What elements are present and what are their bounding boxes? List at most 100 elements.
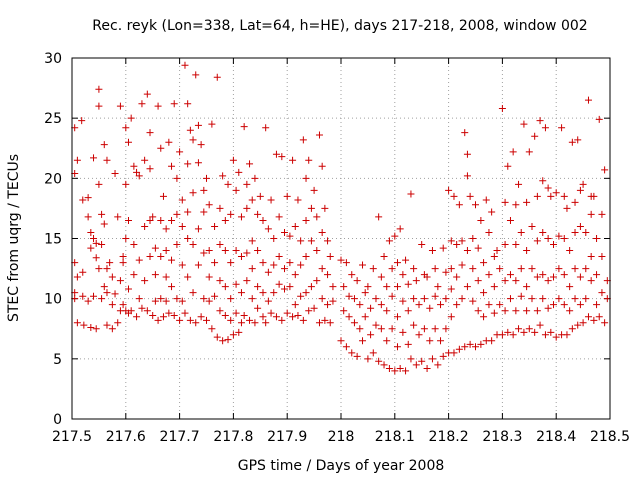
data-point [275, 280, 283, 288]
data-point [270, 289, 278, 297]
data-point [501, 307, 509, 315]
data-point [189, 189, 197, 197]
data-point [579, 319, 587, 327]
data-point [555, 232, 563, 240]
data-point [461, 343, 469, 351]
data-point [181, 61, 189, 69]
data-point [380, 361, 388, 369]
data-point [227, 316, 235, 324]
data-point [350, 319, 358, 327]
data-point [133, 168, 141, 176]
data-point [539, 271, 547, 279]
data-point [237, 213, 245, 221]
data-point [533, 192, 541, 200]
data-point [512, 277, 520, 285]
data-point [154, 102, 162, 110]
data-point [219, 172, 227, 180]
data-point [552, 189, 560, 197]
data-point [348, 349, 356, 357]
data-point [442, 295, 450, 303]
data-point [315, 131, 323, 139]
data-point [439, 244, 447, 252]
data-point [108, 301, 116, 309]
data-point [73, 156, 81, 164]
data-point [463, 172, 471, 180]
data-point [361, 289, 369, 297]
data-point [423, 364, 431, 372]
data-point [221, 247, 229, 255]
data-point [310, 186, 318, 194]
data-point [372, 295, 380, 303]
data-point [380, 253, 388, 261]
data-point [211, 259, 219, 267]
data-point [547, 192, 555, 200]
data-point [445, 186, 453, 194]
data-point [450, 192, 458, 200]
data-point [291, 301, 299, 309]
data-point [469, 297, 477, 305]
data-point [232, 186, 240, 194]
data-point [418, 357, 426, 365]
data-point [100, 283, 108, 291]
data-point [208, 325, 216, 333]
data-point [420, 325, 428, 333]
data-point [544, 184, 552, 192]
data-point [571, 295, 579, 303]
data-point [294, 312, 302, 320]
data-point [576, 273, 584, 281]
data-point [512, 201, 520, 209]
data-point [340, 307, 348, 315]
data-point [558, 124, 566, 132]
y-tick-label: 25 [44, 111, 62, 127]
data-point [321, 316, 329, 324]
data-point [482, 196, 490, 204]
data-point [539, 177, 547, 185]
data-point [286, 283, 294, 291]
data-point [428, 247, 436, 255]
data-point [375, 357, 383, 365]
data-point [431, 325, 439, 333]
data-point [302, 253, 310, 261]
data-point [103, 289, 111, 297]
data-point [544, 304, 552, 312]
data-point [176, 316, 184, 324]
data-point [402, 367, 410, 375]
data-point [251, 319, 259, 327]
data-point [192, 319, 200, 327]
data-point [197, 141, 205, 149]
y-tick-label: 30 [44, 51, 62, 67]
data-point [587, 253, 595, 261]
x-tick-label: 218.4 [536, 429, 576, 445]
data-point [453, 241, 461, 249]
data-point [587, 210, 595, 218]
data-point [442, 268, 450, 276]
data-point [488, 337, 496, 345]
data-point [248, 237, 256, 245]
data-point [240, 312, 248, 320]
data-point [415, 301, 423, 309]
data-point [520, 120, 528, 128]
data-point [297, 292, 305, 300]
data-point [80, 321, 88, 329]
data-point [504, 162, 512, 170]
data-point [205, 297, 213, 305]
data-point [307, 283, 315, 291]
data-point [383, 283, 391, 291]
data-point [506, 216, 514, 224]
data-point [555, 265, 563, 273]
data-point [404, 280, 412, 288]
data-point [254, 247, 262, 255]
data-point [472, 201, 479, 209]
data-point [149, 213, 157, 221]
data-point [541, 331, 549, 339]
data-point [458, 295, 466, 303]
data-point [579, 180, 587, 188]
data-point [539, 295, 547, 303]
data-point [278, 316, 286, 324]
x-axis-label: GPS time / Days of year 2008 [238, 458, 445, 474]
data-point [151, 244, 159, 252]
data-point [305, 307, 313, 315]
data-point [393, 259, 401, 267]
data-point [340, 283, 348, 291]
data-point [168, 162, 176, 170]
